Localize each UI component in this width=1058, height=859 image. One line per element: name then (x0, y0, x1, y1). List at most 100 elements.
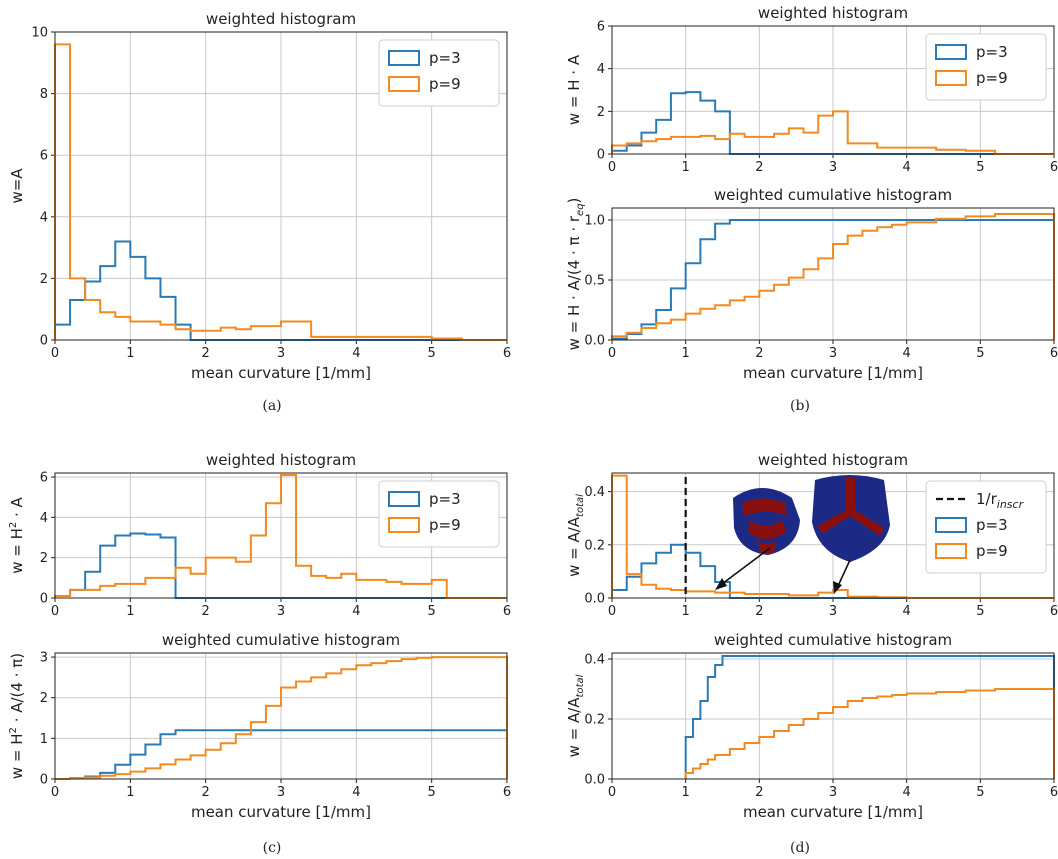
x-tick-label: 6 (1050, 785, 1058, 800)
chart-b-cum: 0 1 2 3 4 5 6 0.0 0.5 1.0 weighted cumulative hist… (565, 186, 1058, 382)
x-tick-label: 1 (682, 604, 690, 619)
y-axis-label: w = H · A/(4 · π · req) (565, 198, 586, 351)
legend-label-p9: p=9 (976, 542, 1008, 560)
y-tick-label: 0.2 (584, 713, 605, 728)
chart-c-hist: 0 1 2 3 4 5 6 0 2 4 6 weighted histogram w = H2 · A p… (8, 451, 511, 619)
x-axis-label: mean curvature [1/mm] (191, 803, 371, 821)
caption-d: (d) (790, 840, 810, 856)
legend-box (378, 480, 500, 548)
x-tick-label: 5 (428, 346, 436, 361)
x-tick-label: 5 (976, 785, 984, 800)
y-tick-label: 0.4 (584, 485, 605, 500)
axes-frame (54, 472, 508, 599)
x-tick-label: 6 (1050, 346, 1058, 361)
x-tick-label: 1 (126, 785, 134, 800)
x-tick-label: 6 (1050, 160, 1058, 175)
x-tick-label: 3 (277, 346, 285, 361)
chart-c-cum: 0 1 2 3 4 5 6 0 1 2 3 weighted cumulative histogram… (8, 631, 511, 821)
y-tick-label: 2 (40, 551, 48, 566)
series-line-p9 (611, 110, 1054, 155)
y-tick-label: 4 (40, 210, 48, 225)
y-axis-label: w = A/Atotal (565, 674, 586, 757)
chart-title: weighted cumulative histogram (714, 631, 952, 649)
y-tick-label: 3 (40, 651, 48, 666)
series-line-p3 (611, 219, 1055, 340)
legend-swatch-p9 (388, 76, 420, 92)
series-line-p9 (54, 43, 507, 341)
y-tick-label: 10 (31, 26, 48, 41)
legend-box (378, 39, 500, 107)
x-tick-label: 2 (202, 346, 210, 361)
x-tick-label: 3 (829, 604, 837, 619)
legend-swatch-p9 (388, 517, 420, 533)
x-tick-label: 1 (682, 785, 690, 800)
legend-swatch-p9 (935, 70, 967, 86)
series-line-p9 (55, 656, 508, 780)
x-tick-label: 4 (352, 604, 360, 619)
x-tick-label: 4 (903, 346, 911, 361)
axes-frame (611, 472, 1055, 599)
x-tick-label: 0 (608, 785, 616, 800)
y-tick-label: 0.4 (584, 653, 605, 668)
legend: p=3p=9 (378, 480, 500, 548)
x-tick-label: 5 (976, 346, 984, 361)
legend: p=3p=9 (378, 39, 500, 107)
x-tick-label: 4 (903, 160, 911, 175)
y-tick-label: 0 (40, 334, 48, 349)
y-axis-label: w = H · A (565, 54, 583, 125)
legend-label-p3: p=3 (429, 49, 461, 67)
axes-frame (611, 207, 1055, 341)
x-tick-label: 2 (202, 604, 210, 619)
x-tick-label: 2 (202, 785, 210, 800)
x-axis-label: mean curvature [1/mm] (743, 364, 923, 382)
x-tick-label: 3 (277, 785, 285, 800)
x-tick-label: 4 (352, 346, 360, 361)
series-line-p9 (684, 688, 1055, 779)
y-axis-label: w = H2 · A/(4 · π) (8, 653, 26, 779)
legend-label-inscr: 1/rinscr (976, 490, 1025, 511)
caption-b: (b) (790, 398, 810, 414)
legend-swatch-p3 (388, 50, 420, 66)
y-tick-label: 0.0 (584, 773, 605, 788)
chart-title: weighted histogram (758, 4, 908, 22)
x-tick-label: 2 (755, 160, 763, 175)
legend-swatch-p3 (388, 491, 420, 507)
y-tick-label: 0 (40, 773, 48, 788)
x-tick-label: 6 (503, 785, 511, 800)
y-tick-label: 6 (597, 20, 605, 35)
chart-a-hist: 0 1 2 3 4 5 6 0 2 4 6 8 10 weighted histogram mean cur… (8, 10, 511, 382)
legend-swatch-p3 (935, 44, 967, 60)
x-tick-label: 3 (829, 346, 837, 361)
legend-label-p3: p=3 (976, 516, 1008, 534)
legend-label-p3: p=3 (976, 43, 1008, 61)
inset-arrowhead-left (715, 578, 727, 590)
y-tick-label: 6 (40, 471, 48, 486)
inset-shape-rounded (733, 488, 800, 555)
caption-a: (a) (262, 398, 281, 414)
y-tick-label: 0.5 (584, 274, 605, 289)
y-tick-label: 2 (597, 105, 605, 120)
chart-d-hist: 0 1 2 3 4 5 6 0.0 0.2 0.4 weighted histogram w = A/… (565, 451, 1058, 619)
inset-arrow-left (721, 547, 771, 585)
x-tick-label: 1 (682, 160, 690, 175)
x-tick-label: 1 (126, 346, 134, 361)
x-tick-label: 6 (503, 346, 511, 361)
x-tick-label: 2 (755, 785, 763, 800)
y-tick-label: 4 (597, 62, 605, 77)
x-tick-label: 0 (51, 785, 59, 800)
x-axis-label: mean curvature [1/mm] (743, 803, 923, 821)
y-axis-label: w = H2 · A (8, 496, 26, 573)
y-tick-label: 0.2 (584, 538, 605, 553)
y-tick-label: 4 (40, 511, 48, 526)
axes-frame (611, 652, 1055, 780)
x-tick-label: 5 (976, 604, 984, 619)
legend: 1/rinscr p=3 p=9 (925, 480, 1047, 574)
legend-swatch-p9 (935, 543, 967, 559)
chart-title: weighted cumulative histogram (714, 186, 952, 204)
chart-title: weighted histogram (206, 451, 356, 469)
chart-title: weighted histogram (206, 10, 356, 28)
series-line-p9 (611, 213, 1055, 340)
x-tick-label: 0 (51, 346, 59, 361)
